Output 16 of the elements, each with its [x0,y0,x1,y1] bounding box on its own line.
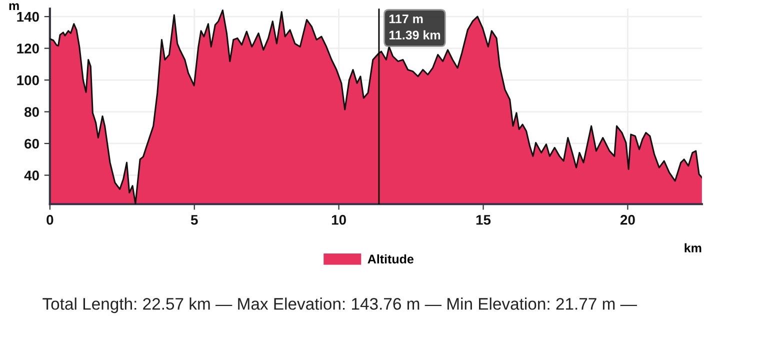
y-tick-label: 60 [24,138,39,149]
y-axis-title: m [9,3,19,10]
text: Total Length: 22.57 km — Max Elevation: 143.76 m — Min Elevation: 21.77 m — [42,298,637,314]
x-tick-label: 10 [332,214,346,225]
y-tick-label: 40 [24,170,39,180]
annotation: 117 m 11.39 km [389,14,440,40]
y-tick-label: 120 [17,44,39,54]
x-tick-label: 5 [190,215,198,225]
legend-label: Altitude [368,254,414,264]
x-axis-title: km [684,243,702,252]
y-tick-label: 80 [24,107,39,117]
y-tick-label: 140 [17,12,39,22]
x-tick-label: 20 [620,214,635,225]
y-tick-label: 100 [17,75,39,86]
x-tick-label: 0 [46,214,54,225]
x-tick-label: 15 [476,215,491,225]
